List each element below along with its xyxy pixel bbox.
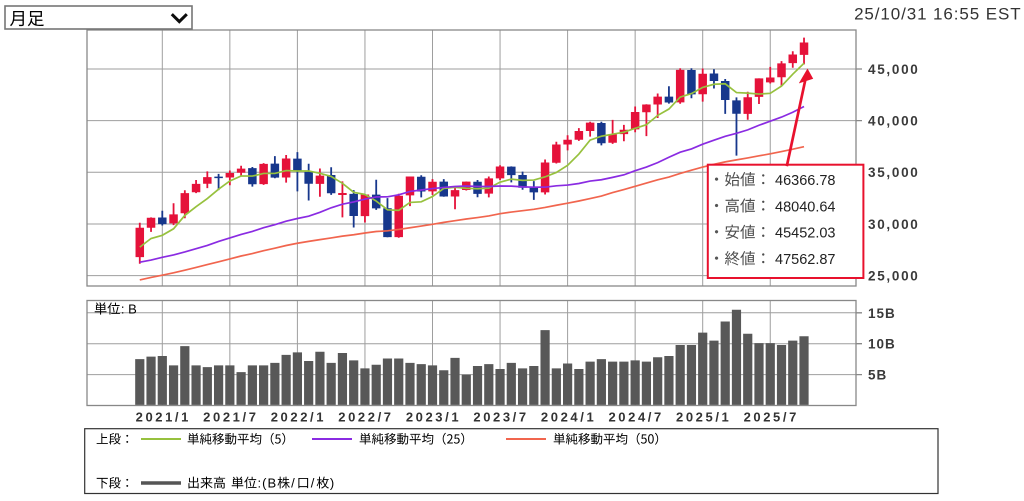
svg-text:2023/1: 2023/1 (406, 410, 461, 425)
svg-text:2024/1: 2024/1 (541, 410, 596, 425)
svg-text:47562.87: 47562.87 (775, 252, 835, 268)
svg-text:30,000: 30,000 (868, 217, 920, 232)
svg-text:2021/7: 2021/7 (203, 410, 258, 425)
svg-text:: B: : B (121, 302, 137, 317)
svg-text:15B: 15B (868, 306, 896, 321)
svg-text:/: / (311, 476, 315, 491)
svg-text:40,000: 40,000 (868, 113, 920, 128)
svg-text:2025/7: 2025/7 (744, 410, 799, 425)
svg-text:2023/7: 2023/7 (473, 410, 528, 425)
svg-text:45452.03: 45452.03 (775, 226, 835, 242)
svg-text:35,000: 35,000 (868, 165, 920, 180)
svg-text:45,000: 45,000 (868, 62, 920, 77)
svg-text:): ) (330, 476, 334, 491)
svg-text:2025/1: 2025/1 (676, 410, 731, 425)
svg-text:2022/7: 2022/7 (338, 410, 393, 425)
svg-text:10B: 10B (868, 337, 896, 352)
svg-text:46366.78: 46366.78 (775, 173, 835, 189)
svg-text:25,000: 25,000 (868, 268, 920, 283)
svg-text:2024/7: 2024/7 (608, 410, 663, 425)
svg-text:25/10/31 16:55 EST: 25/10/31 16:55 EST (854, 5, 1021, 24)
svg-text:48040.64: 48040.64 (775, 199, 835, 215)
svg-text:2022/1: 2022/1 (271, 410, 326, 425)
svg-text:2021/1: 2021/1 (136, 410, 191, 425)
svg-text:/: / (291, 476, 295, 491)
svg-text::(B: :(B (258, 476, 278, 491)
svg-text:5B: 5B (868, 368, 887, 383)
